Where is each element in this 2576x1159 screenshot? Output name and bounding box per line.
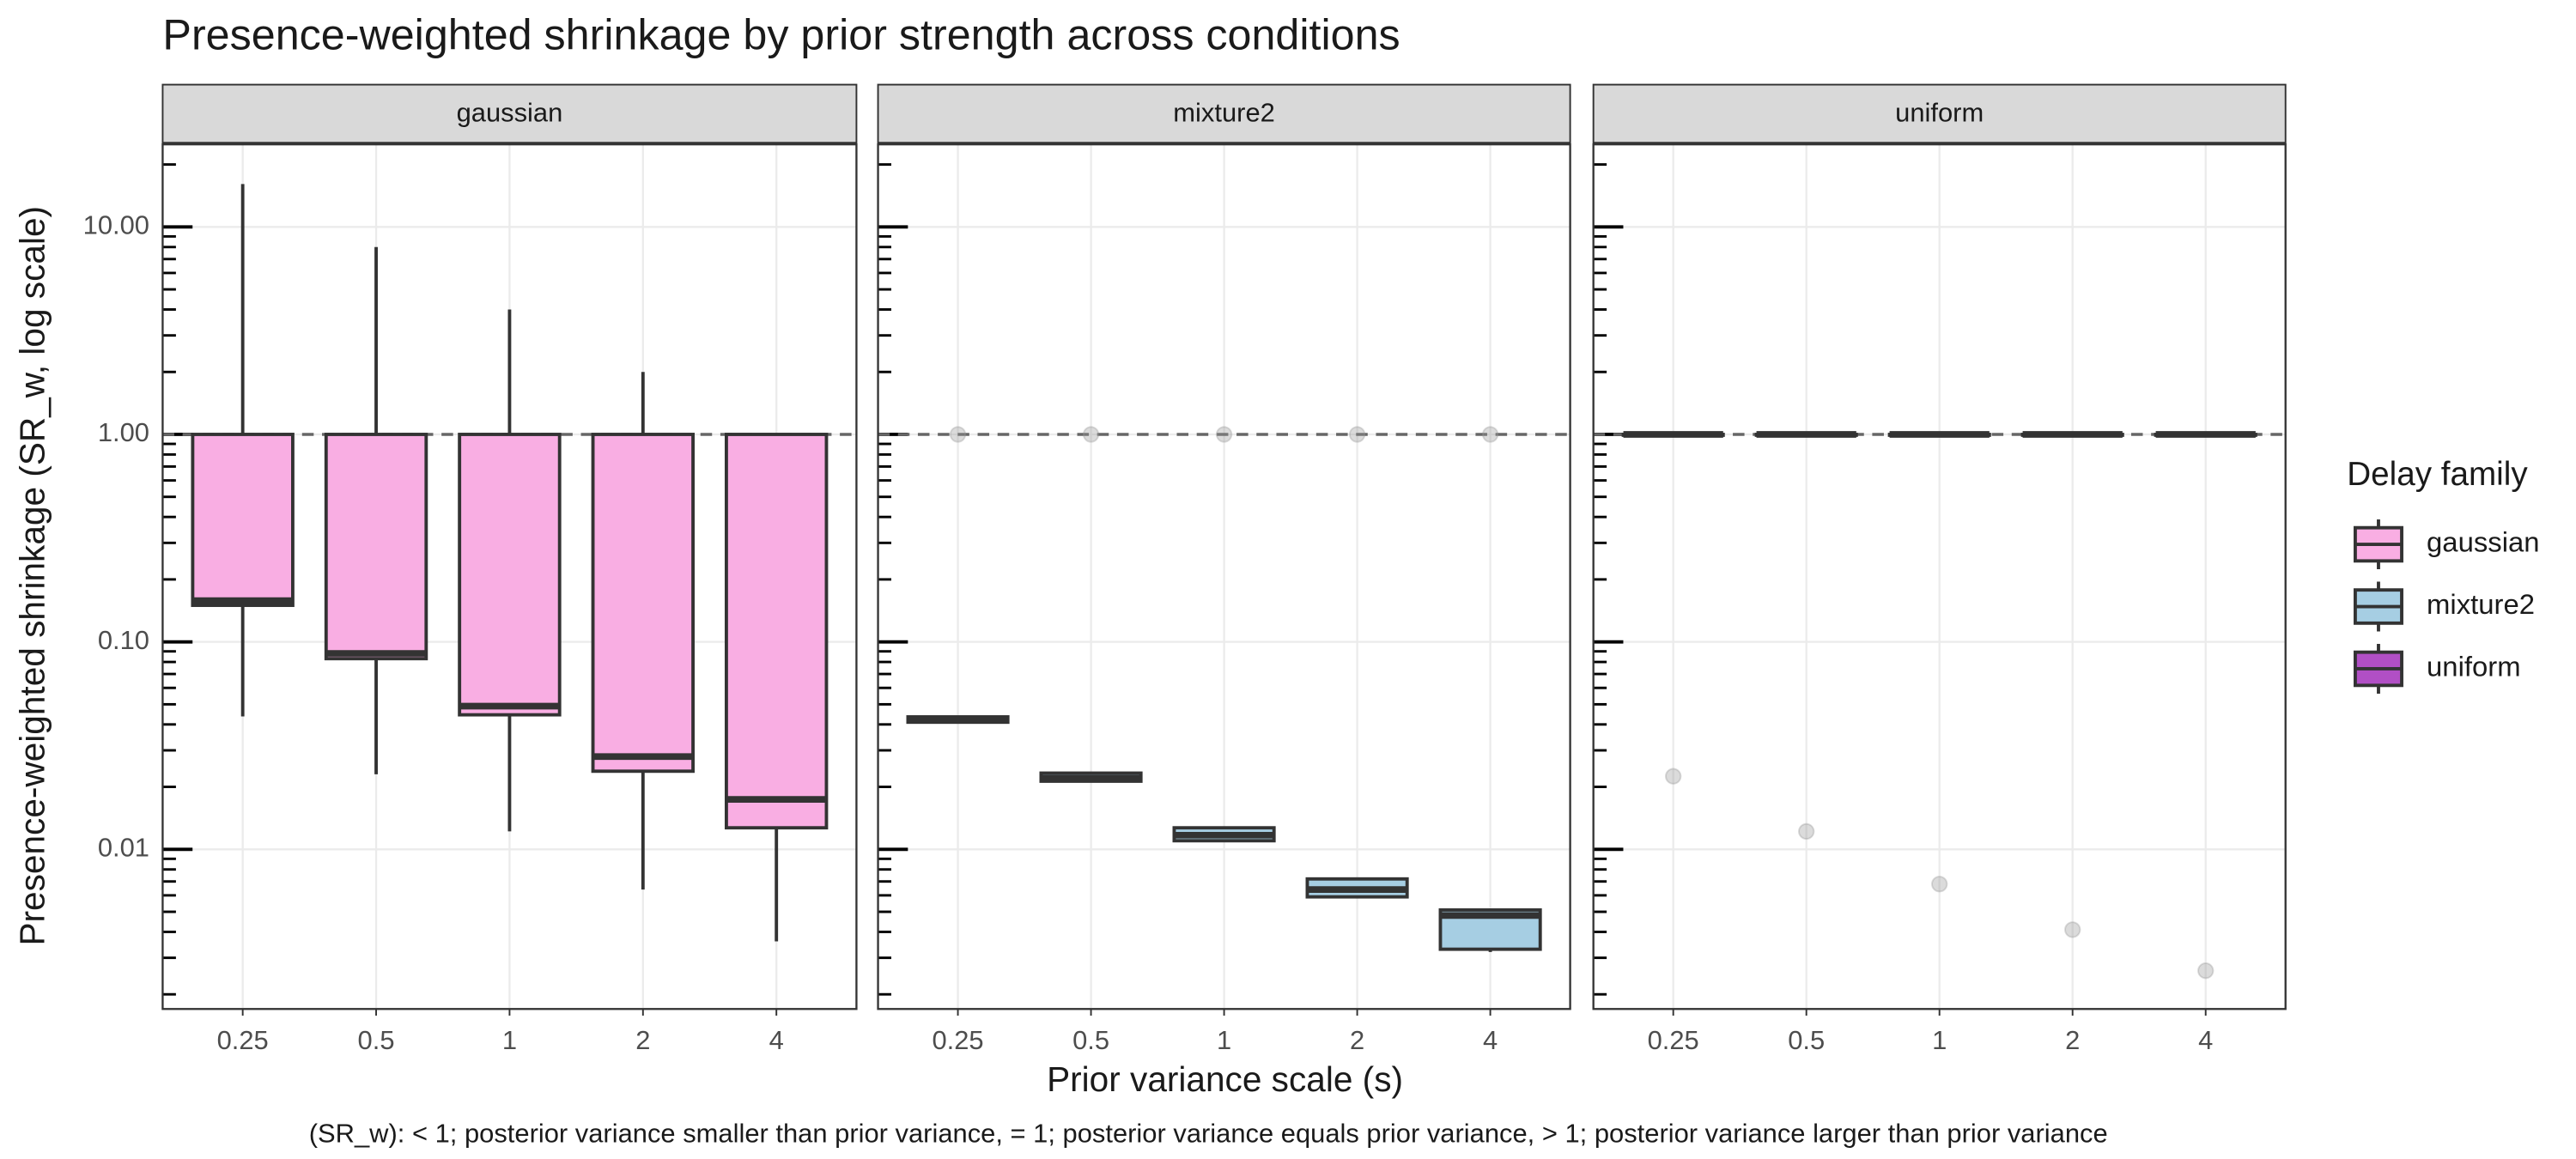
caption: (SR_w): < 1; posterior variance smaller … [309,1118,2108,1148]
x-tick-label: 4 [2198,1025,2213,1055]
legend-label: uniform [2427,651,2521,683]
facet-label: uniform [1895,98,1984,128]
box [458,433,562,717]
panel-border [1592,143,2287,1010]
panel-border [877,143,1571,1010]
legend-label: gaussian [2427,526,2540,558]
facet-strip [1592,83,2287,144]
x-tick-label: 0.25 [932,1025,983,1055]
x-tick-label: 0.5 [1072,1025,1109,1055]
x-tick-label: 4 [769,1025,784,1055]
chart-title: Presence-weighted shrinkage by prior str… [162,11,1400,59]
x-tick-label: 2 [2065,1025,2080,1055]
y-tick-label: 10.00 [83,210,149,240]
outlier [1665,768,1682,785]
legend-title: Delay family [2347,456,2528,493]
x-tick-label: 1 [502,1025,517,1055]
y-tick-label: 0.01 [98,832,149,862]
outlier [2197,962,2215,980]
y-tick-label: 1.00 [98,417,149,447]
legend-label: mixture2 [2427,588,2535,620]
x-tick-label: 1 [1217,1025,1231,1055]
outlier [2064,921,2081,938]
box [324,433,428,661]
x-tick-label: 0.5 [358,1025,395,1055]
outlier [1481,426,1499,443]
x-tick-label: 2 [635,1025,650,1055]
outlier [1215,426,1233,443]
facet-label: gaussian [457,98,563,128]
outlier [1798,822,1815,840]
x-tick-label: 4 [1483,1025,1498,1055]
outlier [949,426,967,443]
outlier [1348,426,1366,443]
outlier [1082,426,1100,443]
facet-strip [877,83,1571,144]
x-tick-label: 0.25 [217,1025,269,1055]
x-tick-label: 0.25 [1648,1025,1699,1055]
box [191,433,295,608]
outlier [1931,876,1948,893]
facet-label: mixture2 [1173,98,1275,128]
x-tick-label: 2 [1350,1025,1364,1055]
box [724,433,829,830]
box [591,433,696,774]
x-tick-label: 0.5 [1788,1025,1825,1055]
y-tick-label: 0.10 [98,625,149,655]
x-axis-title: Prior variance scale (s) [1047,1059,1403,1099]
x-tick-label: 1 [1932,1025,1947,1055]
panel-border [161,143,858,1010]
facet-strip [161,83,858,144]
y-axis-title: Presence-weighted shrinkage (SR_w, log s… [12,206,52,946]
